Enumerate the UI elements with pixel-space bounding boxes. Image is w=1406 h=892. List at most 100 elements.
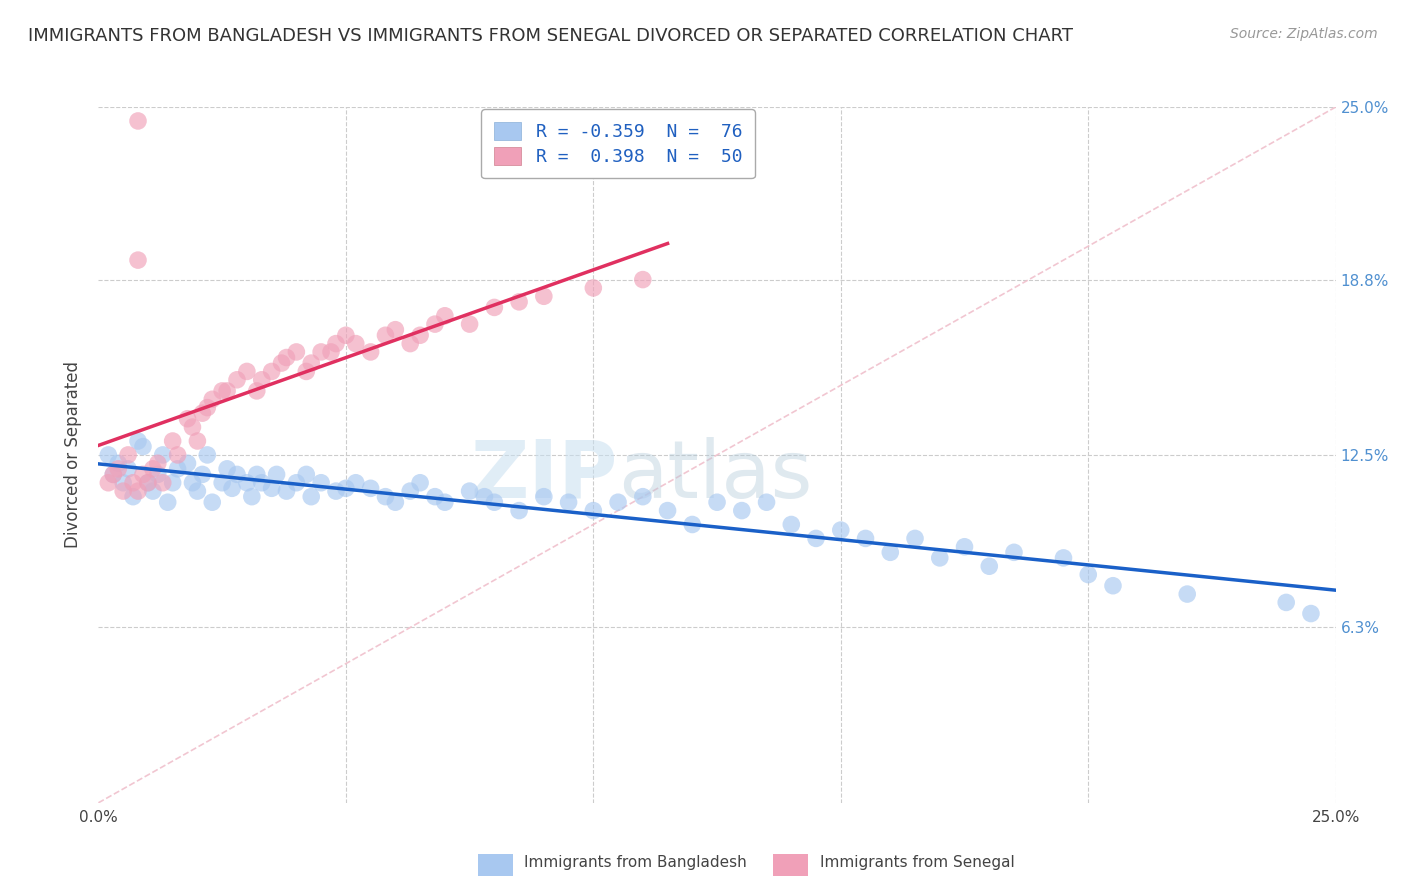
- Point: [295, 364, 318, 378]
- Point: [156, 495, 179, 509]
- Point: [132, 467, 155, 482]
- Point: [236, 364, 259, 378]
- Point: [928, 550, 950, 565]
- Point: [804, 532, 827, 546]
- Point: [132, 440, 155, 454]
- Point: [117, 448, 139, 462]
- Y-axis label: Divorced or Separated: Divorced or Separated: [65, 361, 83, 549]
- Point: [152, 475, 174, 490]
- Point: [176, 411, 198, 425]
- Point: [879, 545, 901, 559]
- Point: [146, 456, 169, 470]
- Point: [217, 462, 239, 476]
- Point: [186, 484, 208, 499]
- Point: [276, 484, 298, 499]
- Point: [285, 345, 308, 359]
- Point: [195, 401, 218, 415]
- Point: [533, 490, 555, 504]
- Point: [830, 523, 852, 537]
- Point: [162, 475, 184, 490]
- Point: [142, 462, 165, 476]
- Point: [335, 481, 357, 495]
- Point: [122, 490, 145, 504]
- Point: [953, 540, 976, 554]
- Point: [246, 467, 269, 482]
- Point: [360, 345, 382, 359]
- Point: [103, 467, 125, 482]
- Point: [706, 495, 728, 509]
- Point: [122, 475, 145, 490]
- Point: [384, 495, 406, 509]
- Point: [409, 328, 432, 343]
- Point: [191, 467, 214, 482]
- Point: [103, 467, 125, 482]
- Point: [270, 356, 292, 370]
- Point: [325, 336, 347, 351]
- Point: [533, 289, 555, 303]
- Point: [250, 373, 273, 387]
- Point: [217, 384, 239, 398]
- Text: Immigrants from Bangladesh: Immigrants from Bangladesh: [524, 855, 747, 870]
- Point: [508, 294, 530, 309]
- Point: [246, 384, 269, 398]
- Point: [374, 490, 396, 504]
- Point: [484, 301, 506, 315]
- Point: [1102, 579, 1125, 593]
- Point: [631, 490, 654, 504]
- Point: [162, 434, 184, 448]
- Point: [399, 336, 422, 351]
- Point: [1077, 567, 1099, 582]
- Point: [360, 481, 382, 495]
- Point: [166, 462, 188, 476]
- Point: [904, 532, 927, 546]
- Point: [136, 475, 159, 490]
- Point: [117, 462, 139, 476]
- Point: [484, 495, 506, 509]
- Point: [433, 495, 456, 509]
- Point: [266, 467, 288, 482]
- Point: [582, 503, 605, 517]
- Point: [186, 434, 208, 448]
- Text: IMMIGRANTS FROM BANGLADESH VS IMMIGRANTS FROM SENEGAL DIVORCED OR SEPARATED CORR: IMMIGRANTS FROM BANGLADESH VS IMMIGRANTS…: [28, 27, 1073, 45]
- Point: [731, 503, 754, 517]
- Point: [458, 484, 481, 499]
- Legend: R = -0.359  N =  76, R =  0.398  N =  50: R = -0.359 N = 76, R = 0.398 N = 50: [481, 109, 755, 178]
- Point: [423, 490, 446, 504]
- Text: Source: ZipAtlas.com: Source: ZipAtlas.com: [1230, 27, 1378, 41]
- Point: [221, 481, 243, 495]
- Point: [319, 345, 342, 359]
- Point: [166, 448, 188, 462]
- Text: Immigrants from Senegal: Immigrants from Senegal: [820, 855, 1015, 870]
- Point: [201, 392, 224, 407]
- Point: [1299, 607, 1322, 621]
- Point: [557, 495, 579, 509]
- Point: [127, 253, 149, 268]
- Point: [107, 462, 129, 476]
- Point: [325, 484, 347, 499]
- Point: [191, 406, 214, 420]
- Point: [276, 351, 298, 365]
- Point: [582, 281, 605, 295]
- Point: [979, 559, 1001, 574]
- Point: [309, 345, 332, 359]
- Point: [681, 517, 703, 532]
- Point: [344, 336, 367, 351]
- Point: [211, 384, 233, 398]
- Point: [181, 475, 204, 490]
- Point: [335, 328, 357, 343]
- Point: [152, 448, 174, 462]
- Point: [399, 484, 422, 499]
- Point: [755, 495, 778, 509]
- Point: [344, 475, 367, 490]
- Point: [285, 475, 308, 490]
- Point: [176, 456, 198, 470]
- Point: [236, 475, 259, 490]
- Point: [1052, 550, 1074, 565]
- Point: [195, 448, 218, 462]
- Point: [250, 475, 273, 490]
- Point: [384, 323, 406, 337]
- Point: [136, 475, 159, 490]
- Point: [374, 328, 396, 343]
- Point: [1175, 587, 1198, 601]
- Point: [309, 475, 332, 490]
